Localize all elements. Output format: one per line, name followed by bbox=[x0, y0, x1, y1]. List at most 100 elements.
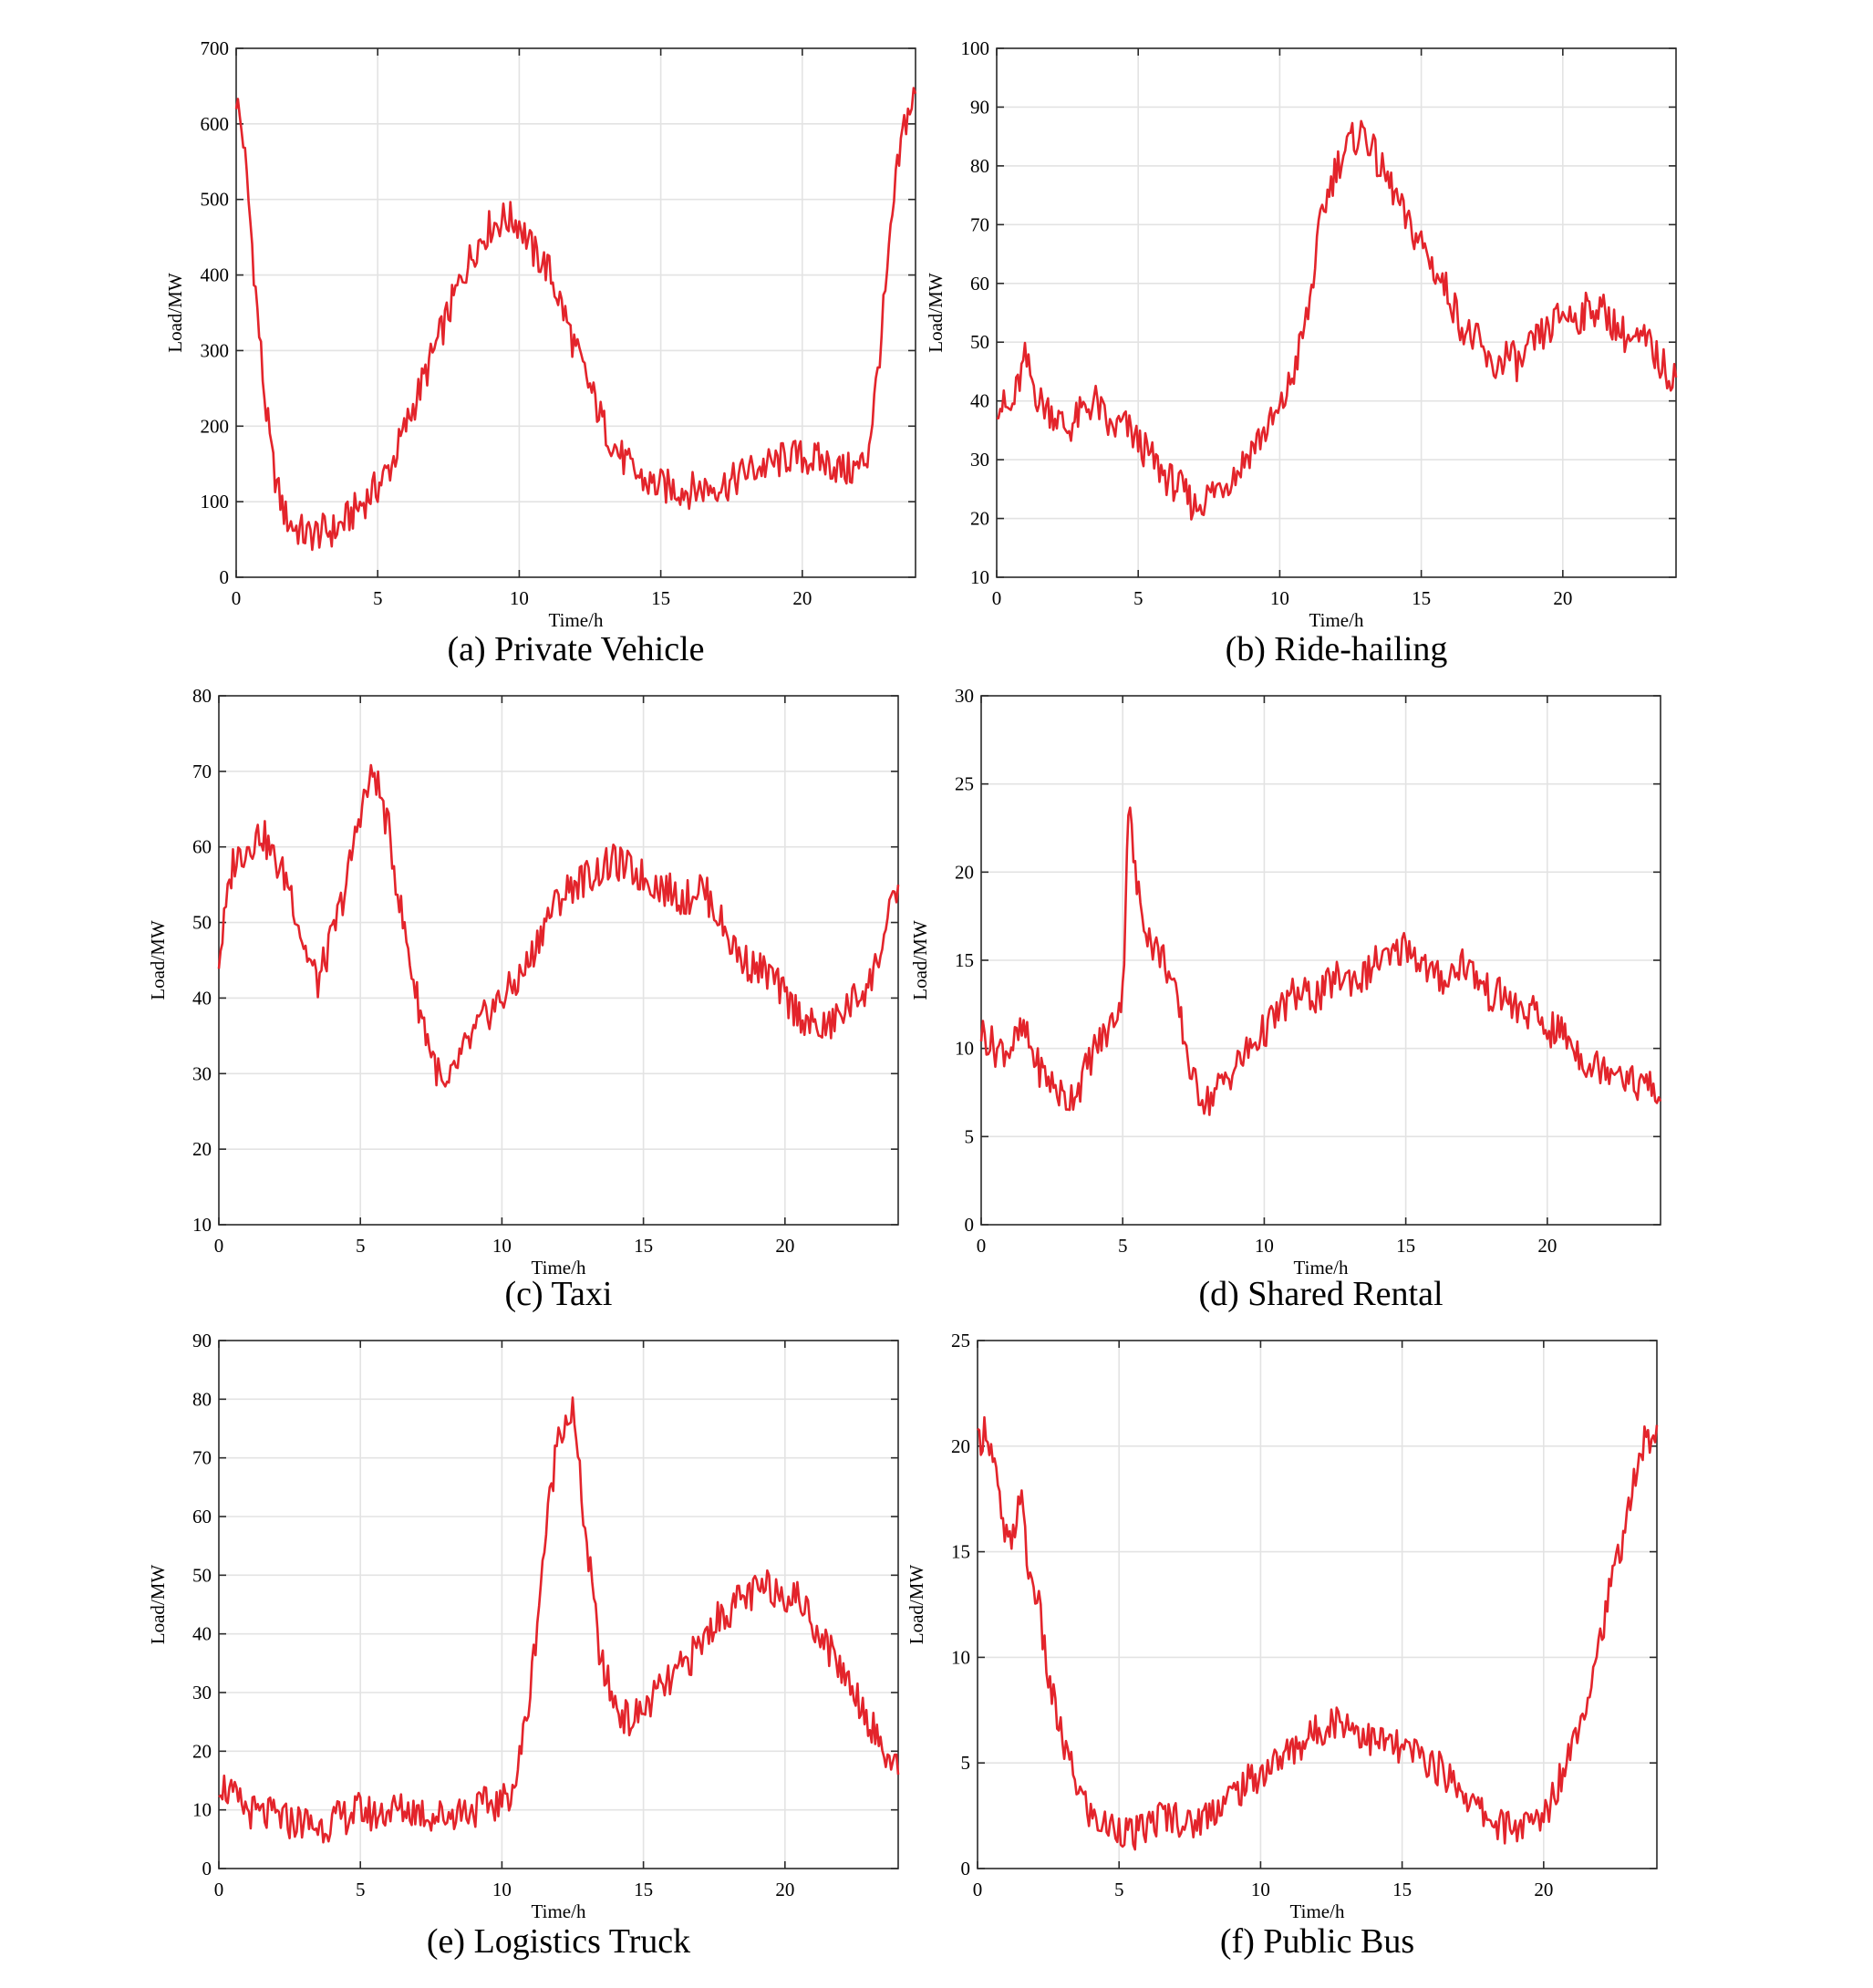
y-tick-label: 60 bbox=[192, 836, 212, 858]
y-tick-label: 40 bbox=[192, 987, 212, 1009]
x-tick-label: 0 bbox=[973, 1879, 983, 1900]
x-axis-label: Time/h bbox=[1290, 1900, 1345, 1922]
x-tick-label: 5 bbox=[356, 1235, 366, 1257]
x-tick-label: 15 bbox=[634, 1235, 653, 1257]
panel-caption: (b) Ride-hailing bbox=[1226, 630, 1448, 668]
y-axis-label: Load/MW bbox=[909, 920, 931, 1000]
series-line bbox=[977, 1415, 1659, 1851]
x-tick-label: 5 bbox=[1114, 1879, 1124, 1900]
series-line bbox=[979, 806, 1662, 1116]
x-tick-label: 0 bbox=[977, 1235, 987, 1257]
y-tick-label: 70 bbox=[970, 213, 989, 235]
y-tick-label: 50 bbox=[192, 1564, 212, 1586]
x-axis-label: Time/h bbox=[1309, 609, 1364, 631]
x-tick-label: 20 bbox=[792, 587, 812, 609]
y-axis-label: Load/MW bbox=[905, 1565, 927, 1645]
y-tick-label: 400 bbox=[201, 264, 230, 286]
series-line bbox=[996, 119, 1678, 521]
y-tick-label: 10 bbox=[970, 566, 989, 588]
x-tick-label: 20 bbox=[775, 1879, 794, 1900]
y-tick-label: 300 bbox=[201, 339, 230, 361]
x-tick-label: 10 bbox=[1251, 1879, 1270, 1900]
y-tick-label: 10 bbox=[955, 1038, 974, 1060]
y-tick-label: 5 bbox=[961, 1752, 971, 1774]
x-tick-label: 10 bbox=[1270, 587, 1289, 609]
panel-caption: (f) Public Bus bbox=[1220, 1922, 1414, 1961]
y-tick-label: 15 bbox=[951, 1541, 970, 1563]
panel-caption: (e) Logistics Truck bbox=[427, 1922, 690, 1961]
y-tick-label: 10 bbox=[951, 1646, 970, 1668]
x-tick-label: 0 bbox=[214, 1879, 224, 1900]
y-tick-label: 100 bbox=[961, 37, 990, 59]
y-tick-label: 60 bbox=[970, 273, 989, 295]
chart-panel-3: 0 5 10 15 20 0 5 10 15 20 25 30 Time/h Load/MW (d) Sha… bbox=[909, 685, 1662, 1313]
y-tick-label: 500 bbox=[201, 189, 230, 211]
y-tick-label: 80 bbox=[192, 1388, 212, 1410]
y-axis-label: Load/MW bbox=[164, 273, 186, 353]
series-line bbox=[218, 1396, 900, 1844]
y-tick-label: 90 bbox=[970, 96, 989, 118]
y-tick-label: 0 bbox=[965, 1214, 975, 1236]
y-tick-label: 15 bbox=[955, 949, 974, 971]
panel-caption: (c) Taxi bbox=[505, 1275, 613, 1313]
y-axis-label: Load/MW bbox=[147, 1565, 169, 1645]
y-tick-label: 20 bbox=[192, 1740, 212, 1762]
y-tick-label: 25 bbox=[951, 1330, 970, 1351]
x-tick-label: 10 bbox=[492, 1879, 512, 1900]
y-tick-label: 20 bbox=[970, 508, 989, 530]
chart-panel-2: 0 5 10 15 20 10 20 30 40 50 60 70 80 Time/h Load/MW (c)… bbox=[147, 685, 900, 1313]
y-tick-label: 80 bbox=[970, 155, 989, 177]
x-tick-label: 5 bbox=[1133, 587, 1143, 609]
y-tick-label: 25 bbox=[955, 773, 974, 795]
panel-caption: (a) Private Vehicle bbox=[447, 630, 704, 668]
y-tick-label: 100 bbox=[201, 491, 230, 513]
x-tick-label: 0 bbox=[232, 587, 242, 609]
chart-panel-0: 0 5 10 15 200100200300400500600700Time/hLoad… bbox=[164, 37, 917, 668]
y-tick-label: 700 bbox=[201, 37, 230, 59]
y-tick-label: 10 bbox=[192, 1214, 212, 1236]
y-tick-label: 70 bbox=[192, 761, 212, 782]
y-tick-label: 40 bbox=[970, 390, 989, 412]
chart-panel-1: 0 5 10 15 20 10 20 30 40 50 60 70 80 90 100 Time/h Load/… bbox=[925, 37, 1678, 668]
y-tick-label: 60 bbox=[192, 1506, 212, 1527]
plot-frame bbox=[218, 1340, 899, 1869]
y-tick-label: 30 bbox=[955, 685, 974, 707]
x-tick-label: 0 bbox=[992, 587, 1002, 609]
y-tick-label: 40 bbox=[192, 1623, 212, 1645]
x-axis-label: Time/h bbox=[1294, 1257, 1349, 1279]
y-tick-label: 20 bbox=[192, 1138, 212, 1160]
x-tick-label: 5 bbox=[373, 587, 383, 609]
x-tick-label: 15 bbox=[1392, 1879, 1412, 1900]
x-axis-label: Time/h bbox=[532, 1900, 586, 1922]
chart-panel-4: 0 5 10 15 20 0 10 20 30 40 50 60 70 80 90 Time/h Load/MW… bbox=[147, 1330, 900, 1961]
y-tick-label: 30 bbox=[192, 1682, 212, 1703]
y-tick-label: 0 bbox=[202, 1858, 212, 1879]
plot-frame bbox=[996, 47, 1677, 578]
plot-frame bbox=[235, 47, 916, 578]
y-tick-label: 10 bbox=[192, 1799, 212, 1821]
y-tick-label: 20 bbox=[951, 1435, 970, 1457]
x-tick-label: 20 bbox=[1553, 587, 1572, 609]
y-tick-label: 0 bbox=[961, 1858, 971, 1879]
x-tick-label: 20 bbox=[1537, 1235, 1557, 1257]
y-tick-label: 50 bbox=[970, 331, 989, 353]
x-tick-label: 10 bbox=[492, 1235, 512, 1257]
y-tick-label: 30 bbox=[970, 449, 989, 471]
panel-caption: (d) Shared Rental bbox=[1198, 1275, 1443, 1313]
x-tick-label: 0 bbox=[214, 1235, 224, 1257]
series-line bbox=[217, 763, 900, 1088]
x-tick-label: 15 bbox=[1396, 1235, 1415, 1257]
y-tick-label: 30 bbox=[192, 1062, 212, 1084]
x-tick-label: 10 bbox=[1255, 1235, 1274, 1257]
y-tick-label: 80 bbox=[192, 685, 212, 707]
x-tick-label: 20 bbox=[1534, 1879, 1553, 1900]
x-tick-label: 5 bbox=[1118, 1235, 1128, 1257]
x-tick-label: 10 bbox=[510, 587, 529, 609]
y-tick-label: 200 bbox=[201, 415, 230, 437]
y-tick-label: 70 bbox=[192, 1447, 212, 1469]
y-tick-label: 20 bbox=[955, 861, 974, 883]
y-axis-label: Load/MW bbox=[147, 920, 169, 1000]
y-tick-label: 5 bbox=[965, 1125, 975, 1147]
y-tick-label: 50 bbox=[192, 912, 212, 934]
